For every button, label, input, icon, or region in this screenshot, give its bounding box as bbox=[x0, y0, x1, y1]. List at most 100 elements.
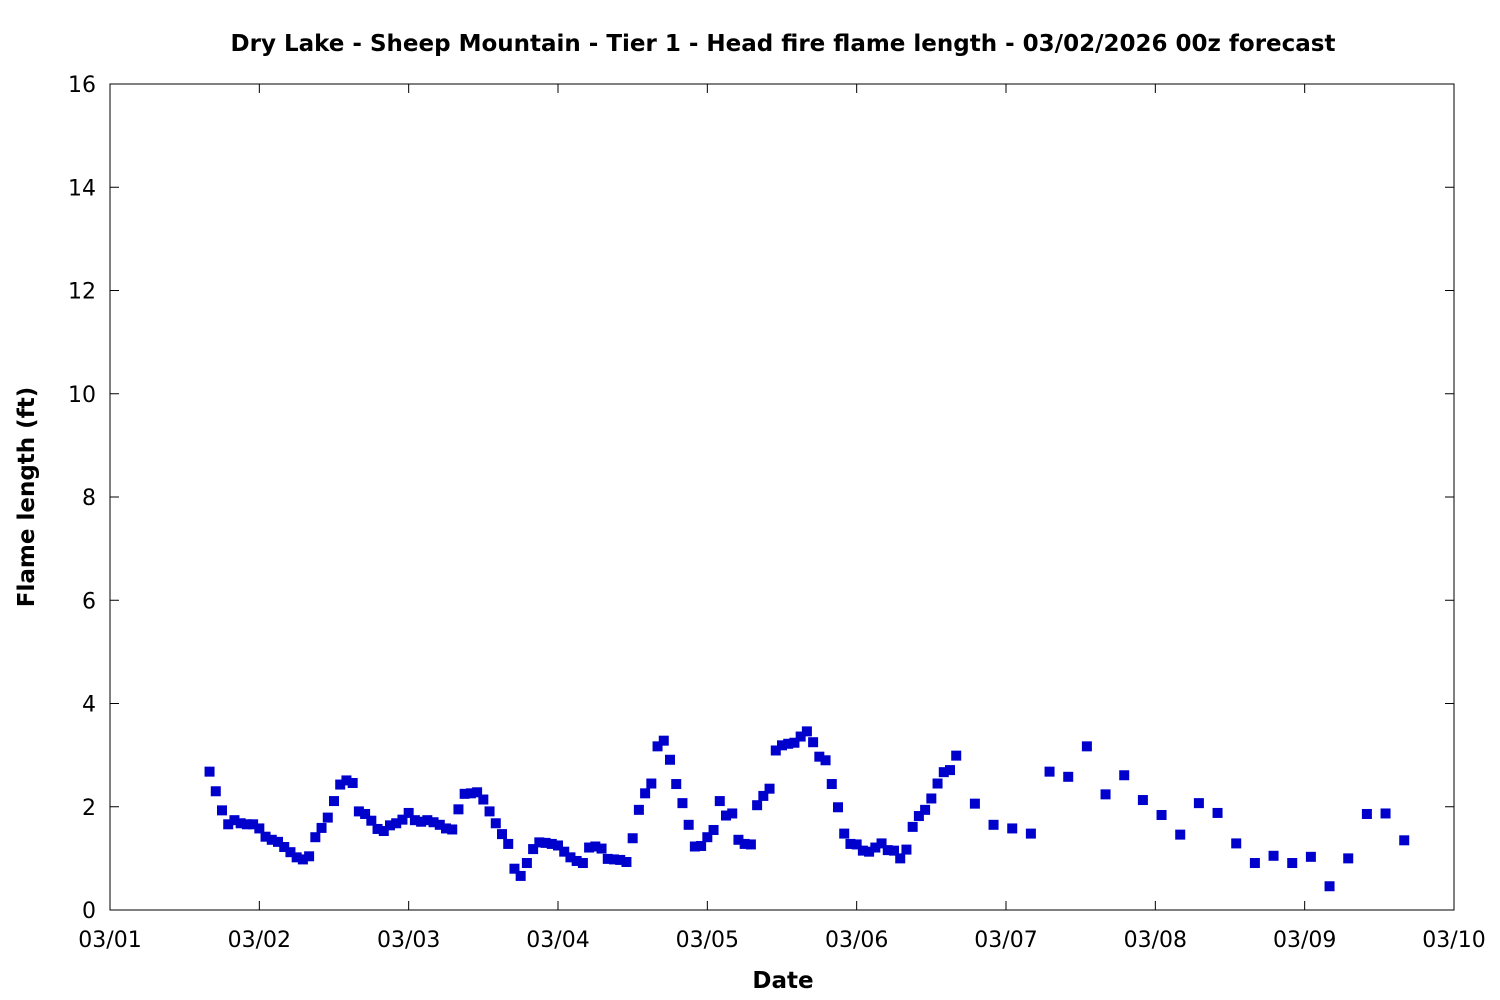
data-point bbox=[472, 787, 483, 798]
data-point bbox=[671, 779, 682, 790]
data-point bbox=[808, 737, 819, 748]
data-point bbox=[304, 851, 315, 862]
data-point bbox=[596, 843, 607, 854]
data-point bbox=[864, 846, 875, 857]
data-point bbox=[217, 805, 227, 816]
data-point bbox=[385, 820, 395, 831]
data-point bbox=[465, 788, 476, 799]
x-tick-label: 03/01 bbox=[78, 928, 141, 953]
data-point bbox=[714, 796, 725, 807]
data-point bbox=[584, 842, 595, 853]
data-point bbox=[882, 845, 893, 856]
data-point bbox=[1044, 766, 1055, 777]
data-point bbox=[951, 750, 962, 761]
data-point bbox=[845, 838, 856, 849]
y-tick-label: 10 bbox=[68, 383, 96, 408]
data-point bbox=[801, 726, 812, 737]
data-point bbox=[727, 808, 738, 819]
data-point bbox=[372, 823, 383, 834]
data-point bbox=[1380, 808, 1391, 819]
data-point bbox=[409, 815, 420, 826]
data-point bbox=[689, 841, 700, 852]
data-point bbox=[627, 833, 638, 844]
data-point bbox=[223, 819, 234, 830]
data-point bbox=[565, 852, 576, 863]
data-point bbox=[316, 822, 327, 833]
data-point bbox=[1137, 795, 1148, 806]
data-point bbox=[590, 841, 601, 852]
data-point bbox=[497, 829, 507, 840]
data-point bbox=[322, 812, 333, 823]
x-tick-label: 03/03 bbox=[377, 928, 440, 953]
data-point bbox=[820, 755, 831, 766]
data-point bbox=[459, 788, 470, 799]
data-point bbox=[1249, 858, 1260, 869]
data-point bbox=[615, 854, 626, 865]
data-point bbox=[248, 819, 259, 830]
data-point bbox=[521, 858, 532, 869]
data-point bbox=[1175, 829, 1186, 840]
data-point bbox=[1324, 881, 1335, 892]
data-point bbox=[1231, 838, 1242, 849]
y-tick-label: 12 bbox=[68, 280, 96, 305]
data-point bbox=[478, 794, 489, 805]
data-point bbox=[602, 853, 613, 864]
data-point bbox=[297, 854, 308, 865]
data-point bbox=[696, 840, 707, 851]
data-point bbox=[683, 819, 694, 830]
data-point bbox=[484, 806, 495, 817]
data-point bbox=[378, 826, 389, 837]
data-point bbox=[335, 779, 346, 790]
data-point bbox=[1268, 850, 1279, 861]
data-point bbox=[795, 731, 806, 742]
data-point bbox=[932, 778, 943, 789]
data-point bbox=[559, 846, 570, 857]
x-tick-label: 03/08 bbox=[1124, 928, 1187, 953]
data-point bbox=[907, 821, 918, 832]
data-point bbox=[621, 856, 632, 867]
y-tick-label: 16 bbox=[68, 73, 96, 98]
data-point bbox=[347, 778, 358, 789]
data-point bbox=[1007, 823, 1018, 834]
data-point bbox=[341, 775, 352, 786]
x-tick-label: 03/06 bbox=[825, 928, 888, 953]
data-point bbox=[273, 836, 283, 847]
data-point bbox=[310, 832, 321, 843]
data-point bbox=[1287, 858, 1298, 869]
data-points bbox=[204, 726, 1410, 892]
y-tick-label: 6 bbox=[82, 589, 96, 614]
data-point bbox=[490, 818, 501, 829]
data-point bbox=[945, 765, 955, 776]
data-point bbox=[665, 754, 675, 765]
data-point bbox=[739, 838, 750, 849]
y-tick-label: 14 bbox=[68, 176, 96, 201]
data-point bbox=[633, 804, 644, 815]
data-point bbox=[920, 804, 931, 815]
data-point bbox=[1361, 808, 1372, 819]
x-tick-label: 03/09 bbox=[1273, 928, 1336, 953]
data-point bbox=[764, 783, 775, 794]
data-point bbox=[353, 806, 364, 817]
data-point bbox=[640, 788, 651, 799]
data-point bbox=[870, 842, 881, 853]
data-point bbox=[1212, 807, 1223, 818]
data-point bbox=[1193, 798, 1204, 809]
data-point bbox=[329, 796, 339, 807]
data-point bbox=[913, 811, 924, 822]
data-point bbox=[938, 767, 949, 778]
data-point bbox=[969, 798, 980, 809]
x-tick-label: 03/07 bbox=[974, 928, 1037, 953]
data-point bbox=[509, 863, 520, 874]
data-point bbox=[540, 837, 551, 848]
data-point bbox=[260, 831, 271, 842]
data-point bbox=[745, 839, 756, 850]
x-tick-label: 03/10 bbox=[1422, 928, 1485, 953]
data-point bbox=[609, 854, 619, 865]
data-point bbox=[285, 847, 296, 858]
data-point bbox=[453, 804, 464, 815]
plot-axes: 0 2 4 6 8 10 12 14 16 03/01 03/02 03/03 03/04 03/05 03… bbox=[68, 73, 1486, 953]
data-point bbox=[503, 838, 514, 849]
data-point bbox=[677, 798, 688, 809]
plot-frame bbox=[109, 83, 1455, 911]
